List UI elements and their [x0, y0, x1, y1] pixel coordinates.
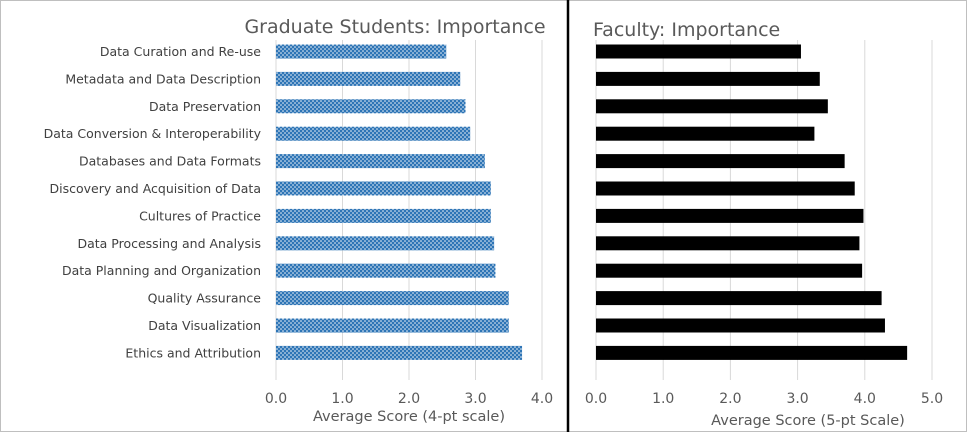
right-tick-label: 5.0 — [921, 391, 943, 407]
category-label: Cultures of Practice — [139, 208, 261, 223]
right-bar — [596, 345, 908, 360]
left-bar — [276, 291, 509, 306]
category-label: Data Visualization — [148, 318, 261, 333]
category-label: Data Curation and Re-use — [100, 44, 261, 59]
right-bar — [596, 126, 815, 141]
right-chart-title: Faculty: Importance — [593, 19, 780, 41]
right-bars — [596, 44, 908, 360]
right-tick-label: 0.0 — [585, 391, 607, 407]
right-bar — [596, 154, 845, 169]
left-tick-label: 2.0 — [398, 391, 420, 407]
left-bars — [276, 44, 523, 360]
left-tick-label: 0.0 — [265, 391, 287, 407]
right-bar — [596, 236, 860, 251]
left-bar — [276, 318, 509, 333]
left-bar — [276, 44, 447, 59]
left-bar — [276, 99, 466, 114]
right-bar — [596, 291, 882, 306]
right-tick-label: 1.0 — [652, 391, 674, 407]
grad-students-chart: Graduate Students: Importance Data Curat… — [44, 16, 554, 425]
left-tick-labels: 0.0 1.0 2.0 3.0 4.0 — [265, 391, 553, 407]
right-bar — [596, 208, 864, 223]
left-bar — [276, 236, 495, 251]
right-bar — [596, 263, 863, 278]
left-bar — [276, 208, 491, 223]
left-bar — [276, 126, 471, 141]
left-tick-label: 1.0 — [331, 391, 353, 407]
category-label: Data Preservation — [149, 99, 261, 114]
right-tick-label: 4.0 — [854, 391, 876, 407]
left-bar — [276, 181, 491, 196]
left-bar — [276, 71, 461, 86]
left-category-labels: Data Curation and Re-use Metadata and Dat… — [44, 44, 262, 360]
right-bar — [596, 99, 828, 114]
category-label: Databases and Data Formats — [79, 154, 261, 169]
right-tick-labels: 0.0 1.0 2.0 3.0 4.0 5.0 — [585, 391, 943, 407]
category-label: Data Conversion & Interoperability — [44, 126, 262, 141]
left-bar — [276, 154, 485, 169]
right-x-axis-title: Average Score (5-pt Scale) — [711, 413, 905, 429]
left-tick-label: 4.0 — [531, 391, 553, 407]
category-label: Quality Assurance — [148, 291, 262, 306]
category-label: Data Planning and Organization — [62, 263, 261, 278]
right-tick-label: 3.0 — [786, 391, 808, 407]
left-x-axis-title: Average Score (4-pt scale) — [313, 409, 505, 425]
right-bar — [596, 318, 885, 333]
category-label: Data Processing and Analysis — [77, 236, 261, 251]
left-tick-label: 3.0 — [464, 391, 486, 407]
right-bar — [596, 44, 801, 59]
category-label: Metadata and Data Description — [65, 71, 261, 86]
left-bar — [276, 345, 523, 360]
right-tick-label: 2.0 — [719, 391, 741, 407]
left-bar — [276, 263, 496, 278]
category-label: Discovery and Acquisition of Data — [49, 181, 261, 196]
category-label: Ethics and Attribution — [125, 345, 261, 360]
left-chart-title: Graduate Students: Importance — [244, 16, 545, 38]
faculty-chart: Faculty: Importance 0.0 1.0 2.0 3.0 4.0 5.0 A… — [585, 19, 943, 429]
right-bar — [596, 71, 820, 86]
right-bar — [596, 181, 855, 196]
